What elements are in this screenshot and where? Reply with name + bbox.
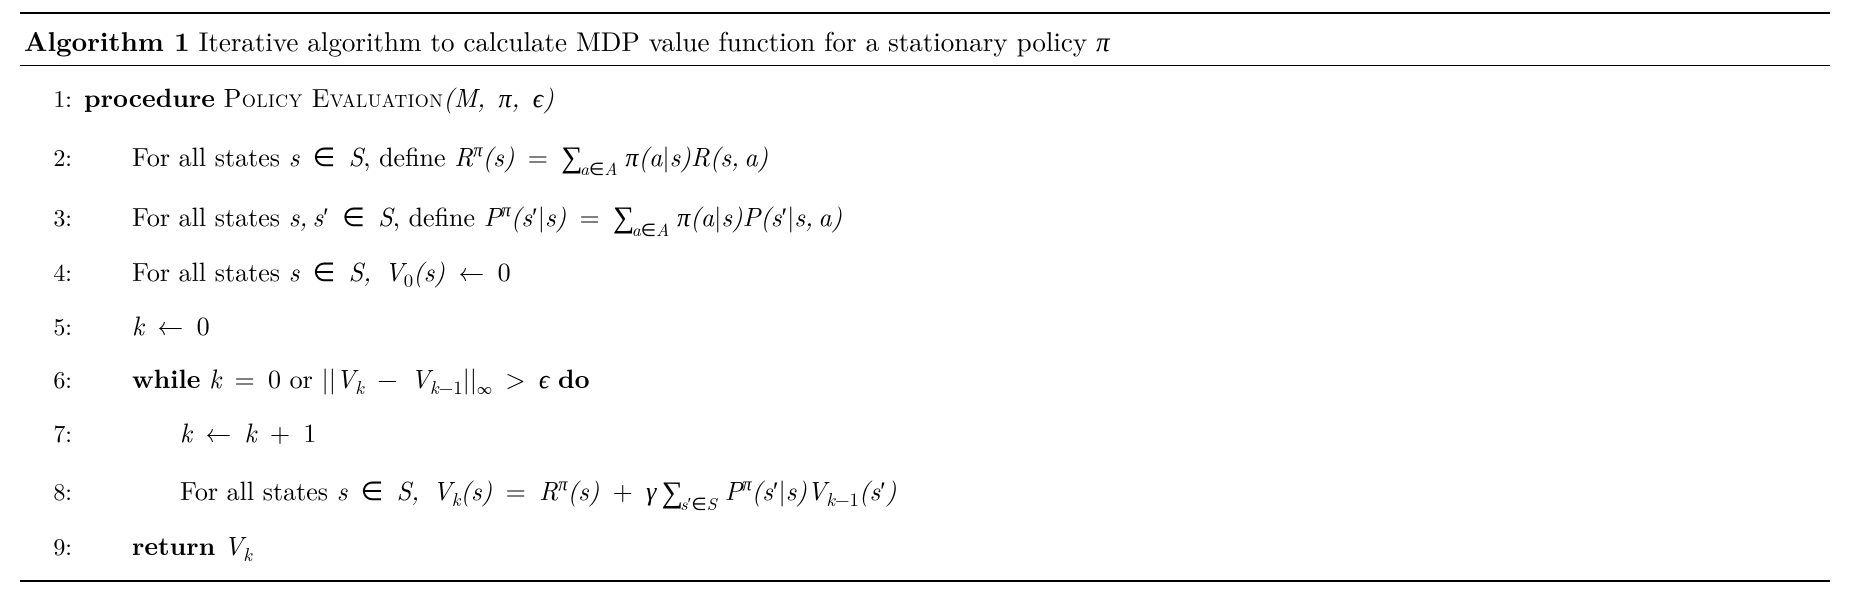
line-content: For all states s ∈ S, Vk(s) = Rπ(s) + γ …: [84, 462, 1830, 514]
line-content: For all states s ∈ S, define Rπ(s) = ∑a∈…: [84, 128, 1830, 180]
math: s, s′ ∈ S: [289, 197, 393, 234]
algo-line: 2: For all states s ∈ S, define Rπ(s) = …: [20, 124, 1830, 184]
line-number: 7:: [20, 411, 84, 453]
algo-line: 4: For all states s ∈ S, V0(s) ← 0: [20, 244, 1830, 298]
text: For all states: [180, 471, 337, 508]
line-number: 6:: [20, 357, 84, 399]
line-content: procedure Policy Evaluation(M, π, ϵ): [84, 74, 1830, 120]
line-number: 2:: [20, 135, 84, 177]
algorithm-body: 1: procedure Policy Evaluation(M, π, ϵ) …: [20, 66, 1830, 580]
procedure-args: (M, π, ϵ): [443, 78, 554, 115]
math: k ← 0: [132, 306, 210, 343]
algo-line: 1: procedure Policy Evaluation(M, π, ϵ): [20, 70, 1830, 124]
line-number: 9:: [20, 524, 84, 566]
math: k = 0: [209, 359, 281, 396]
line-number: 1:: [20, 76, 84, 118]
algo-line: 3: For all states s, s′ ∈ S, define Pπ(s…: [20, 184, 1830, 244]
keyword-do: do: [558, 359, 590, 396]
math: k ← k + 1: [180, 413, 316, 450]
line-content: return Vk: [84, 522, 1830, 568]
keyword-while: while: [132, 359, 201, 396]
text: For all states: [132, 252, 289, 289]
line-number: 8:: [20, 469, 84, 511]
line-content: For all states s ∈ S, V0(s) ← 0: [84, 248, 1830, 294]
line-number: 3:: [20, 195, 84, 237]
algo-line: 6: while k = 0 or ||Vk − Vk−1||∞ > ϵ do: [20, 351, 1830, 405]
keyword-procedure: procedure: [84, 78, 215, 115]
text: For all states: [132, 197, 289, 234]
line-content: while k = 0 or ||Vk − Vk−1||∞ > ϵ do: [84, 355, 1830, 401]
bottom-rule: [20, 580, 1830, 582]
text: For all states: [132, 137, 289, 174]
math: s ∈ S: [289, 137, 363, 174]
algorithm-caption: Iterative algorithm to calculate MDP val…: [199, 21, 1110, 59]
line-number: 4:: [20, 250, 84, 292]
keyword-return: return: [132, 526, 215, 563]
algorithm-title: Algorithm 1 Iterative algorithm to calcu…: [20, 14, 1830, 65]
math: s ∈ S, V0(s) ← 0: [289, 252, 511, 289]
math: s ∈ S, Vk(s) = Rπ(s) + γ ∑s′∈S Pπ(s′|s)V…: [337, 471, 897, 508]
algorithm-block: Algorithm 1 Iterative algorithm to calcu…: [20, 12, 1830, 582]
line-content: k ← 0: [84, 302, 1830, 348]
algo-line: 5: k ← 0: [20, 298, 1830, 352]
algo-line: 8: For all states s ∈ S, Vk(s) = Rπ(s) +…: [20, 458, 1830, 518]
algo-line: 9: return Vk: [20, 518, 1830, 572]
line-content: k ← k + 1: [84, 409, 1830, 455]
procedure-name: Policy Evaluation: [224, 78, 444, 115]
algorithm-number: Algorithm 1: [24, 20, 190, 59]
math: Vk: [224, 526, 252, 563]
line-number: 5:: [20, 304, 84, 346]
algo-line: 7: k ← k + 1: [20, 405, 1830, 459]
line-content: For all states s, s′ ∈ S, define Pπ(s′|s…: [84, 188, 1830, 240]
